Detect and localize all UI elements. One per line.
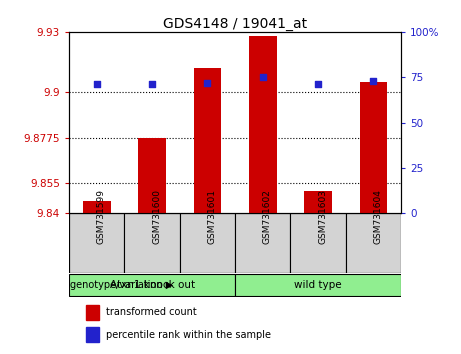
Point <box>204 80 211 86</box>
Bar <box>194 68 221 213</box>
Point <box>259 74 266 80</box>
Text: GSM731601: GSM731601 <box>207 189 217 244</box>
Bar <box>360 82 387 213</box>
Text: transformed count: transformed count <box>106 307 196 317</box>
Point <box>148 82 156 87</box>
FancyBboxPatch shape <box>235 213 290 273</box>
Bar <box>86 305 99 320</box>
FancyBboxPatch shape <box>124 213 180 273</box>
FancyBboxPatch shape <box>290 213 346 273</box>
FancyBboxPatch shape <box>69 213 124 273</box>
Text: wild type: wild type <box>294 280 342 290</box>
Point <box>370 78 377 84</box>
Bar <box>138 138 166 213</box>
Bar <box>83 201 111 213</box>
Bar <box>304 191 332 213</box>
Text: GSM731600: GSM731600 <box>152 189 161 244</box>
FancyBboxPatch shape <box>346 213 401 273</box>
Text: Atxn1 knock out: Atxn1 knock out <box>110 280 195 290</box>
Text: GSM731599: GSM731599 <box>97 189 106 244</box>
Text: GSM731603: GSM731603 <box>318 189 327 244</box>
Point <box>93 82 100 87</box>
FancyBboxPatch shape <box>69 274 235 296</box>
Bar <box>249 36 277 213</box>
Text: percentile rank within the sample: percentile rank within the sample <box>106 330 271 339</box>
Point <box>314 82 322 87</box>
FancyBboxPatch shape <box>180 213 235 273</box>
Bar <box>86 327 99 342</box>
Title: GDS4148 / 19041_at: GDS4148 / 19041_at <box>163 17 307 31</box>
Text: genotype/variation ▶: genotype/variation ▶ <box>70 280 173 290</box>
Text: GSM731602: GSM731602 <box>263 189 272 244</box>
FancyBboxPatch shape <box>235 274 401 296</box>
Text: GSM731604: GSM731604 <box>373 189 383 244</box>
